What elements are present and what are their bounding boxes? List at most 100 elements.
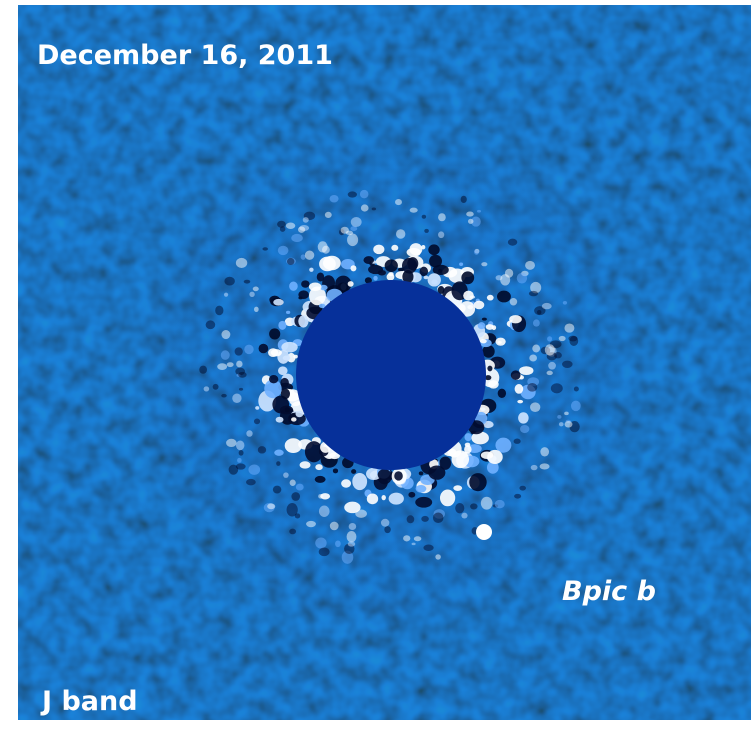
speckle <box>298 226 305 232</box>
speckle <box>236 361 242 368</box>
speckle <box>463 291 474 301</box>
speckle <box>428 244 439 255</box>
speckle <box>271 349 282 356</box>
speckle <box>305 251 314 260</box>
speckle <box>498 341 502 344</box>
speckle <box>215 306 223 316</box>
speckle <box>571 401 581 411</box>
speckle <box>318 494 323 499</box>
speckle <box>232 393 241 403</box>
speckle <box>540 447 549 456</box>
speckle <box>372 207 376 210</box>
speckle <box>303 217 309 223</box>
speckle <box>547 371 553 375</box>
speckle <box>347 531 357 543</box>
speckle <box>323 256 341 271</box>
speckle <box>330 522 339 531</box>
speckle <box>415 497 432 508</box>
speckle <box>360 190 369 199</box>
speckle <box>519 366 533 375</box>
speckle <box>347 234 358 247</box>
speckle <box>508 239 517 246</box>
page: December 16, 2011 Bpic b J band (() => {… <box>0 0 751 740</box>
speckle <box>355 510 367 518</box>
speckle <box>464 445 472 453</box>
speckle <box>276 461 280 466</box>
speckle <box>221 394 226 398</box>
speckle <box>348 541 356 546</box>
speckle <box>531 465 538 470</box>
speckle <box>509 315 522 323</box>
speckle <box>291 492 300 501</box>
speckle <box>287 258 295 265</box>
speckle <box>248 464 260 474</box>
speckle <box>510 298 517 305</box>
speckle <box>396 229 405 238</box>
speckle <box>532 345 540 353</box>
speckle <box>348 281 354 287</box>
speckle <box>325 212 332 218</box>
speckle <box>412 543 416 546</box>
speckle <box>236 440 244 450</box>
speckle <box>438 231 444 238</box>
speckle <box>368 265 383 274</box>
speckle <box>238 372 246 378</box>
speckle <box>455 503 464 513</box>
speckle <box>280 226 286 232</box>
speckle <box>461 513 467 519</box>
speckle <box>403 535 410 541</box>
speckle <box>568 336 577 342</box>
speckle <box>236 258 247 268</box>
speckle <box>254 419 260 425</box>
speckle <box>438 213 446 221</box>
speckle <box>461 196 467 203</box>
speckle <box>254 307 259 312</box>
speckle <box>276 417 284 423</box>
speckle <box>315 464 322 470</box>
speckle <box>564 412 569 416</box>
speckle <box>545 344 555 355</box>
speckle <box>453 485 462 491</box>
speckle <box>286 311 290 314</box>
speckle <box>530 402 540 412</box>
speckle <box>391 245 398 251</box>
speckle <box>330 195 339 203</box>
speckle <box>421 245 425 250</box>
speckle <box>559 336 566 341</box>
speckle <box>285 407 290 412</box>
speckle <box>278 366 288 375</box>
speckle <box>295 411 303 418</box>
speckle <box>269 375 278 383</box>
speckle <box>224 277 234 286</box>
speckle <box>293 355 298 359</box>
speckle <box>435 554 441 559</box>
speckle <box>281 342 297 353</box>
speckle <box>477 210 481 213</box>
speckle <box>296 484 304 491</box>
speckle <box>217 363 227 370</box>
speckle <box>199 366 207 374</box>
speckle <box>309 283 322 292</box>
speckle <box>410 208 418 213</box>
speckle <box>352 473 367 490</box>
band-label: J band <box>40 686 138 717</box>
speckle <box>527 383 537 392</box>
speckle <box>335 540 341 547</box>
speckle <box>333 468 338 473</box>
speckle <box>315 476 326 483</box>
speckle <box>547 336 552 341</box>
speckle <box>481 262 487 266</box>
speckle <box>278 246 289 255</box>
speckle <box>273 299 283 306</box>
speckle <box>540 463 550 469</box>
speckle <box>363 256 374 264</box>
speckle <box>287 503 298 516</box>
speckle <box>517 273 527 284</box>
speckle <box>407 248 421 257</box>
speckle <box>525 261 535 270</box>
speckle <box>414 536 421 541</box>
speckle <box>239 450 244 456</box>
speckle <box>542 303 552 309</box>
speckle <box>291 234 303 242</box>
speckle <box>564 323 574 332</box>
